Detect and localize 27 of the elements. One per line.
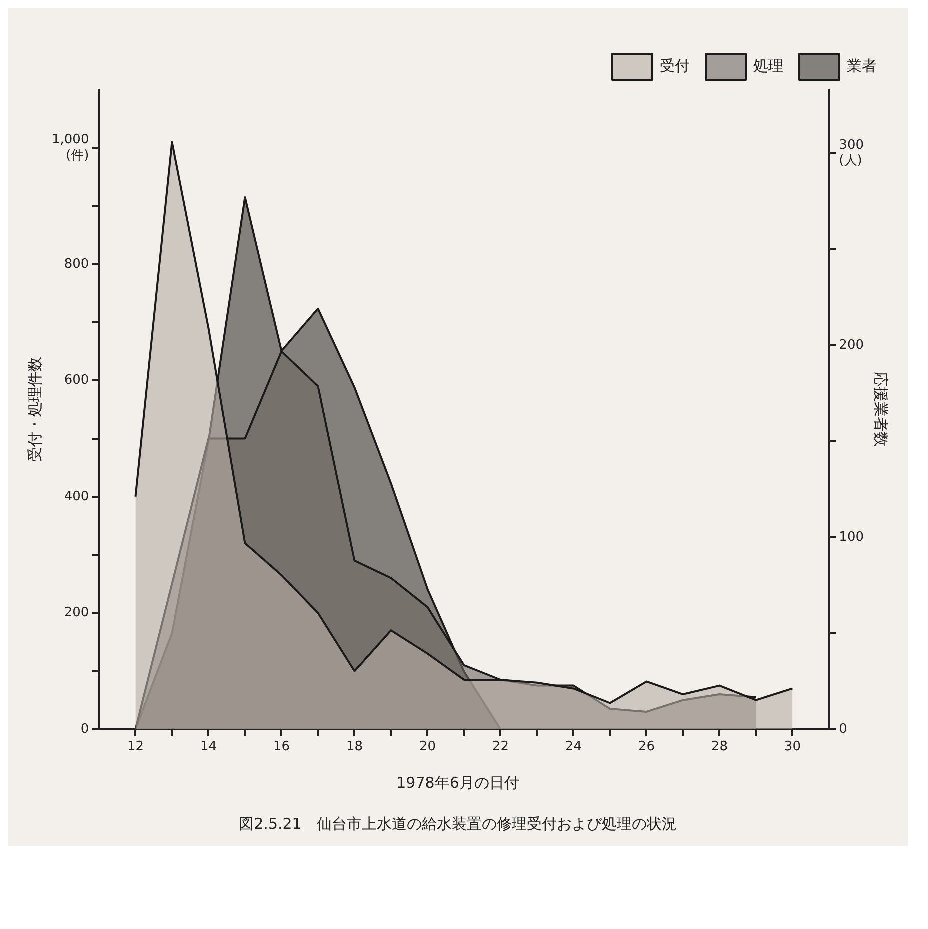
- y2-tick-label: 0: [839, 722, 848, 737]
- y-axis-title: 受付・処理件数: [26, 357, 44, 462]
- x-tick-label: 26: [638, 740, 655, 755]
- x-axis-title: 1978年6月の日付: [396, 774, 520, 793]
- y-tick-label: 600: [64, 373, 90, 388]
- x-tick-label: 28: [711, 740, 728, 755]
- y2-tick-label: 100: [839, 530, 864, 545]
- x-tick-label: 22: [492, 740, 509, 755]
- x-tick-label: 12: [127, 740, 144, 755]
- x-tick-label: 18: [346, 740, 363, 755]
- y-tick-label: 200: [64, 606, 90, 621]
- y2-tick-label: 200: [839, 338, 864, 353]
- y2-axis-title: 応援業者数: [872, 372, 890, 448]
- legend-label: 業者: [847, 56, 877, 75]
- legend-label: 受付: [660, 56, 690, 75]
- x-tick-label: 16: [273, 740, 290, 755]
- y-tick-label: 800: [64, 256, 90, 272]
- y2-tick-label: 300 (人): [839, 138, 864, 169]
- x-tick-label: 30: [784, 740, 801, 755]
- legend-label: 処理: [754, 56, 784, 75]
- y-tick-label: 400: [64, 489, 90, 504]
- y-tick-label: 0: [80, 722, 90, 737]
- x-tick-label: 24: [565, 740, 582, 755]
- y-tick-label: 1,000 (件): [52, 132, 90, 164]
- caption: 図2.5.21 仙台市上水道の給水装置の修理受付および処理の状況: [238, 815, 678, 835]
- x-tick-label: 20: [419, 740, 436, 755]
- x-tick-label: 14: [200, 740, 217, 755]
